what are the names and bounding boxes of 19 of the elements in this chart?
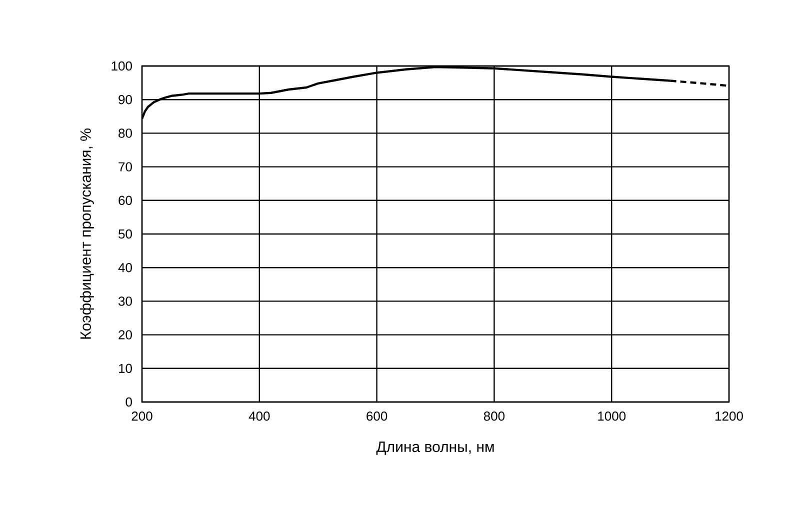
y-tick-label: 50 xyxy=(118,229,132,239)
y-tick-label: 70 xyxy=(118,162,132,172)
y-tick-label: 100 xyxy=(112,61,132,71)
x-axis-title: Длина волны, нм xyxy=(376,442,494,455)
x-tick-label: 200 xyxy=(132,412,152,421)
x-tick-label: 800 xyxy=(484,412,505,421)
x-tick-label: 1000 xyxy=(598,412,626,421)
y-tick-label: 60 xyxy=(118,196,132,205)
y-tick-label: 30 xyxy=(118,296,132,306)
y-tick-label: 0 xyxy=(126,397,132,407)
y-tick-label: 40 xyxy=(118,262,132,272)
x-tick-label: 1200 xyxy=(716,412,743,421)
y-tick-label: 20 xyxy=(118,330,132,340)
y-tick-label: 80 xyxy=(118,128,132,138)
x-tick-label: 400 xyxy=(248,412,270,421)
y-tick-label: 90 xyxy=(118,94,132,104)
y-tick-label: 10 xyxy=(118,364,132,374)
x-tick-label: 600 xyxy=(366,412,388,421)
y-axis-title: Коэффициент пропускания, % xyxy=(80,128,94,339)
